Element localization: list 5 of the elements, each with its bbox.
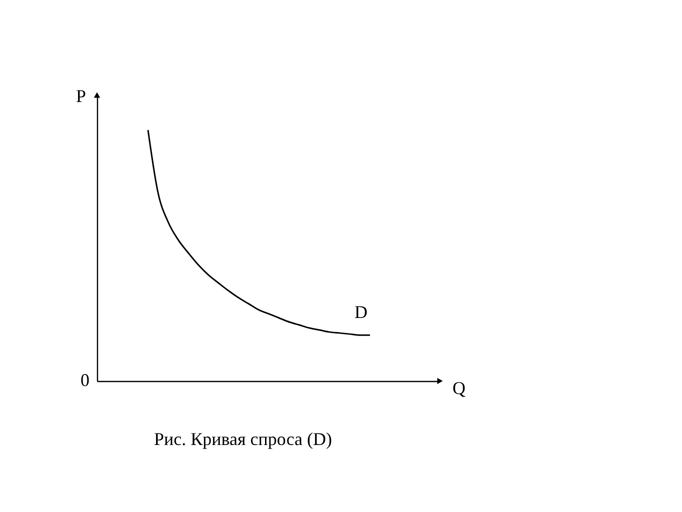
text: 0 xyxy=(80,370,90,390)
annotation: D xyxy=(354,302,368,322)
x-axis-title: Q xyxy=(452,378,466,398)
text: Рис. Кривая спроса (D) xyxy=(154,429,332,449)
y-axis-title: P xyxy=(76,86,86,106)
